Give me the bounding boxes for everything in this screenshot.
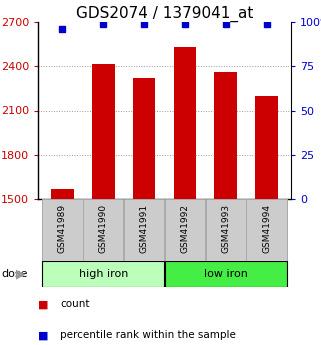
Text: ■: ■: [38, 299, 48, 309]
Bar: [83, 199, 124, 261]
Text: GSM41992: GSM41992: [180, 204, 189, 253]
Text: ■: ■: [38, 330, 48, 340]
Title: GDS2074 / 1379041_at: GDS2074 / 1379041_at: [76, 6, 253, 22]
Bar: [42, 261, 164, 287]
Bar: [214, 72, 237, 199]
Bar: [124, 199, 164, 261]
Bar: [133, 78, 155, 199]
Text: low iron: low iron: [204, 269, 247, 279]
Text: count: count: [60, 299, 90, 309]
Text: GSM41989: GSM41989: [58, 204, 67, 253]
Bar: [174, 47, 196, 199]
Text: GSM41994: GSM41994: [262, 204, 271, 253]
Bar: [165, 199, 205, 261]
Text: percentile rank within the sample: percentile rank within the sample: [60, 330, 236, 340]
Bar: [255, 96, 278, 199]
Bar: [165, 261, 287, 287]
Bar: [42, 199, 83, 261]
Bar: [51, 189, 74, 199]
Text: GSM41991: GSM41991: [140, 204, 149, 253]
Text: GSM41993: GSM41993: [221, 204, 230, 253]
Bar: [92, 64, 115, 199]
Text: dose: dose: [2, 269, 28, 279]
Text: GSM41990: GSM41990: [99, 204, 108, 253]
Bar: [205, 199, 246, 261]
Text: ▶: ▶: [15, 267, 25, 280]
Bar: [246, 199, 287, 261]
Text: high iron: high iron: [79, 269, 128, 279]
